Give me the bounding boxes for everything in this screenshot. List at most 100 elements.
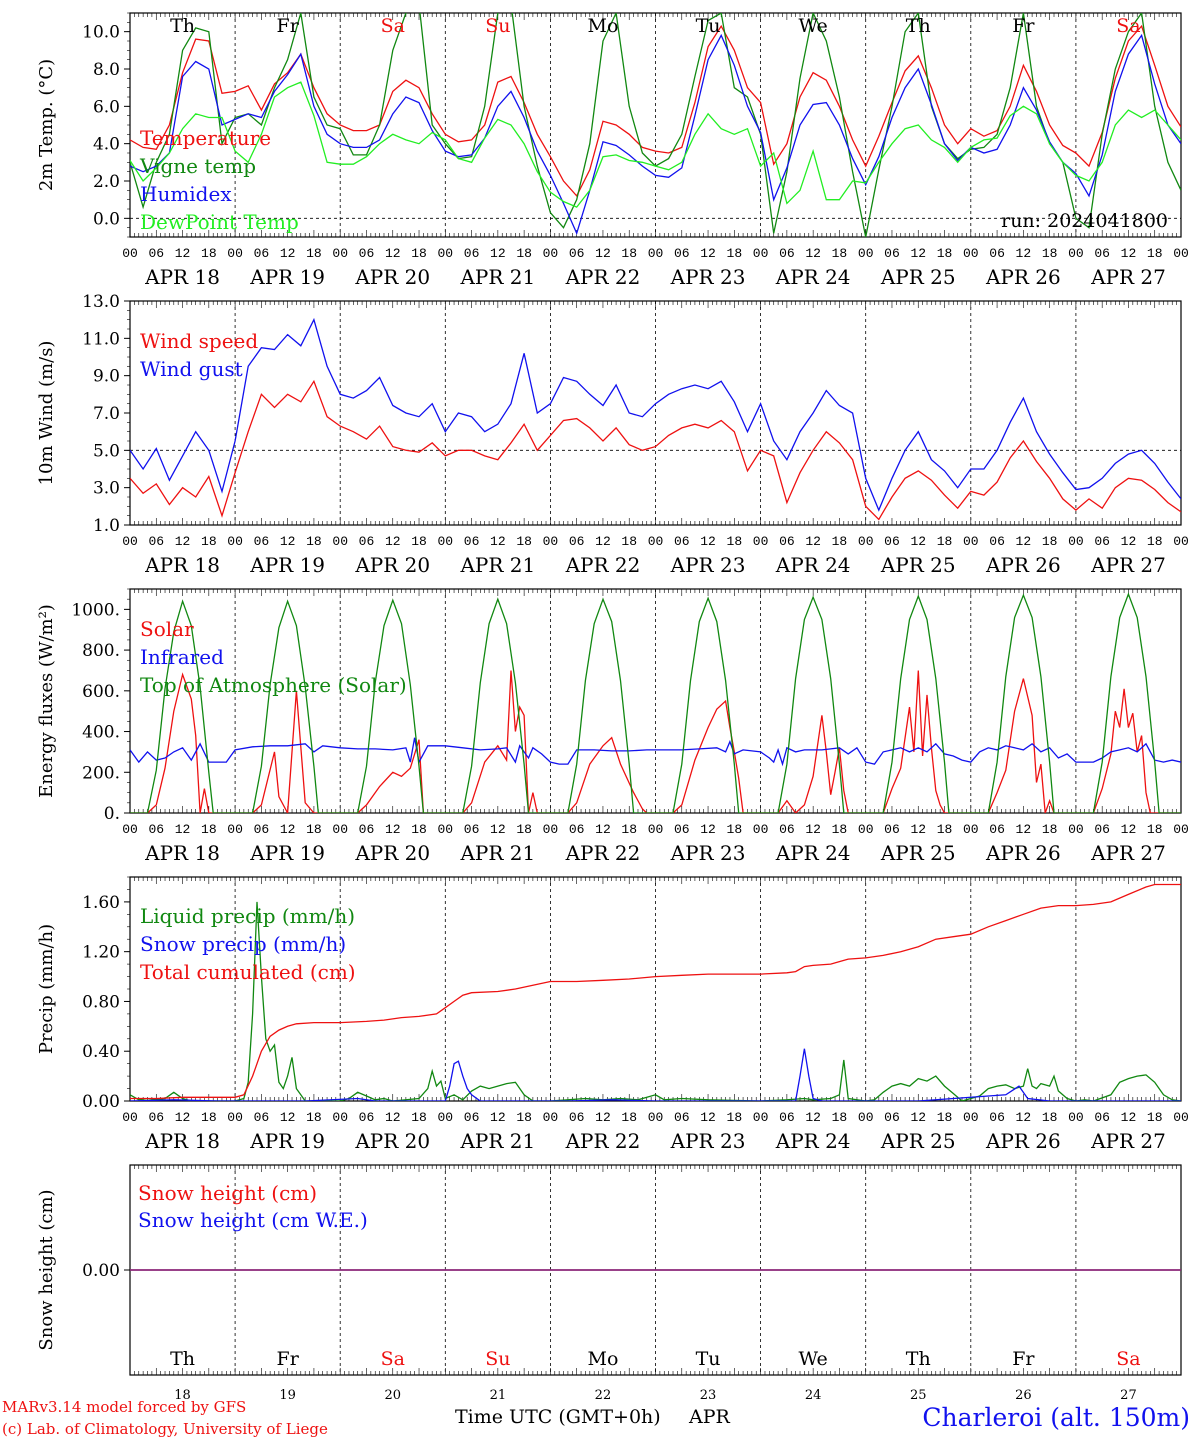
date-label: APR 20 [354,265,430,289]
model-credit: MARv3.14 model forced by GFS [2,1398,246,1416]
date-label: APR 21 [459,1129,535,1153]
hour-tick-label: 12 [175,1110,191,1125]
day-number-label: 27 [1120,1388,1137,1403]
hour-tick-label: 06 [148,534,164,549]
hour-tick-label: 18 [201,822,217,837]
hour-tick-label: 18 [727,246,743,261]
hour-tick-label: 00 [332,1110,348,1125]
hour-tick-label: 06 [779,1110,795,1125]
hour-tick-label: 18 [937,534,953,549]
date-label: APR 23 [670,265,746,289]
weekday-label: Sa [381,15,405,37]
series-line-temperature [130,24,1181,198]
hour-tick-label: 12 [700,534,716,549]
weekday-label: Th [170,1348,195,1370]
hour-tick-label: 00 [753,246,769,261]
y-tick-label: 3.0 [93,479,120,499]
hour-tick-label: 18 [727,1110,743,1125]
hour-tick-label: 00 [648,822,664,837]
date-label: APR 22 [565,841,641,865]
panel-2: 1.0 3.0 5.0 7.0 9.0 11.0 13.0 10m Wind (m/s) Win… [36,292,1189,577]
hour-tick-label: 12 [175,822,191,837]
panel-4: 0.00 0.40 0.80 1.20 1.60 Precip (mm/h) Liquid … [36,876,1189,1153]
hour-tick-label: 18 [306,1110,322,1125]
hour-tick-label: 12 [1121,822,1137,837]
day-number-label: 20 [384,1388,401,1403]
plot-frame [129,588,1182,814]
hour-tick-label: 06 [1094,534,1110,549]
hour-tick-label: 12 [280,822,296,837]
day-number-label: 26 [1015,1388,1032,1403]
hour-tick-label: 06 [359,246,375,261]
hour-tick-label: 00 [1173,1110,1189,1125]
hour-tick-label: 00 [1068,1110,1084,1125]
hour-tick-label: 06 [148,246,164,261]
hour-tick-label: 00 [122,822,138,837]
day-number-label: 22 [595,1388,612,1403]
hour-tick-label: 00 [437,1110,453,1125]
y-tick-label: 600. [82,682,120,702]
date-label: APR 27 [1090,553,1166,577]
y-tick-label: 8.0 [93,60,120,80]
hour-tick-label: 12 [385,822,401,837]
y-tick-label: 4.0 [93,135,120,155]
hour-tick-label: 00 [1173,246,1189,261]
legend-entry: Top of Atmosphere (Solar) [140,673,407,697]
date-label: APR 25 [880,265,956,289]
weekday-label: Fr [277,1348,300,1370]
hour-tick-label: 00 [648,246,664,261]
series-line-top-of-atmosphere-solar [130,592,1181,813]
hour-tick-label: 18 [516,534,532,549]
hour-tick-label: 18 [832,534,848,549]
weekday-label: Tu [696,1348,721,1370]
hour-tick-label: 06 [989,534,1005,549]
hour-tick-label: 06 [569,246,585,261]
legend-entry: Snow precip (mm/h) [140,932,346,956]
date-label: APR 19 [249,265,325,289]
weekday-label: Fr [277,15,300,37]
series-line-wind-speed [130,379,1181,521]
date-label: APR 24 [775,841,851,865]
hour-tick-label: 06 [464,822,480,837]
hour-tick-label: 12 [280,246,296,261]
hour-tick-label: 12 [805,822,821,837]
hour-tick-label: 18 [621,534,637,549]
day-number-label: 25 [910,1388,927,1403]
series-line-solar [130,670,1181,813]
panel-3: 0. 200. 400. 600. 800. 1000. Energy fluxes (W/… [36,588,1189,865]
hour-tick-label: 18 [411,534,427,549]
y-tick-label: 1.60 [82,893,120,913]
hour-tick-label: 00 [543,822,559,837]
y-tick-label: 0. [104,804,120,824]
hour-tick-label: 00 [1068,822,1084,837]
y-tick-label: 11.0 [82,329,120,349]
hour-tick-label: 06 [779,822,795,837]
hour-tick-label: 12 [805,246,821,261]
hour-tick-label: 06 [359,822,375,837]
hour-tick-label: 18 [201,246,217,261]
legend-entry: Humidex [140,182,232,206]
hour-tick-label: 12 [1016,1110,1032,1125]
day-number-label: 19 [279,1388,296,1403]
day-number-label: 24 [805,1388,822,1403]
copyright: (c) Lab. of Climatology, University of L… [2,1420,328,1438]
legend-entry: Snow height (cm W.E.) [138,1208,368,1232]
hour-tick-label: 18 [1042,822,1058,837]
hour-tick-label: 18 [832,246,848,261]
hour-tick-label: 00 [122,246,138,261]
weekday-label: We [799,1348,828,1370]
hour-tick-label: 06 [884,534,900,549]
hour-tick-label: 18 [411,246,427,261]
hour-tick-label: 12 [490,246,506,261]
day-number-label: 23 [700,1388,717,1403]
hour-tick-label: 12 [595,534,611,549]
legend-entry: Wind gust [140,357,243,381]
date-label: APR 19 [249,1129,325,1153]
date-label: APR 20 [354,553,430,577]
y-tick-label: 0.40 [82,1042,120,1062]
series-line-wind-gust [130,317,1181,512]
y-tick-label: 13.0 [82,292,120,312]
panel-5: 0.00 Snow height (cm) Snow height (cm) Snow… [36,1164,1182,1403]
hour-tick-label: 12 [280,1110,296,1125]
hour-tick-label: 00 [122,1110,138,1125]
